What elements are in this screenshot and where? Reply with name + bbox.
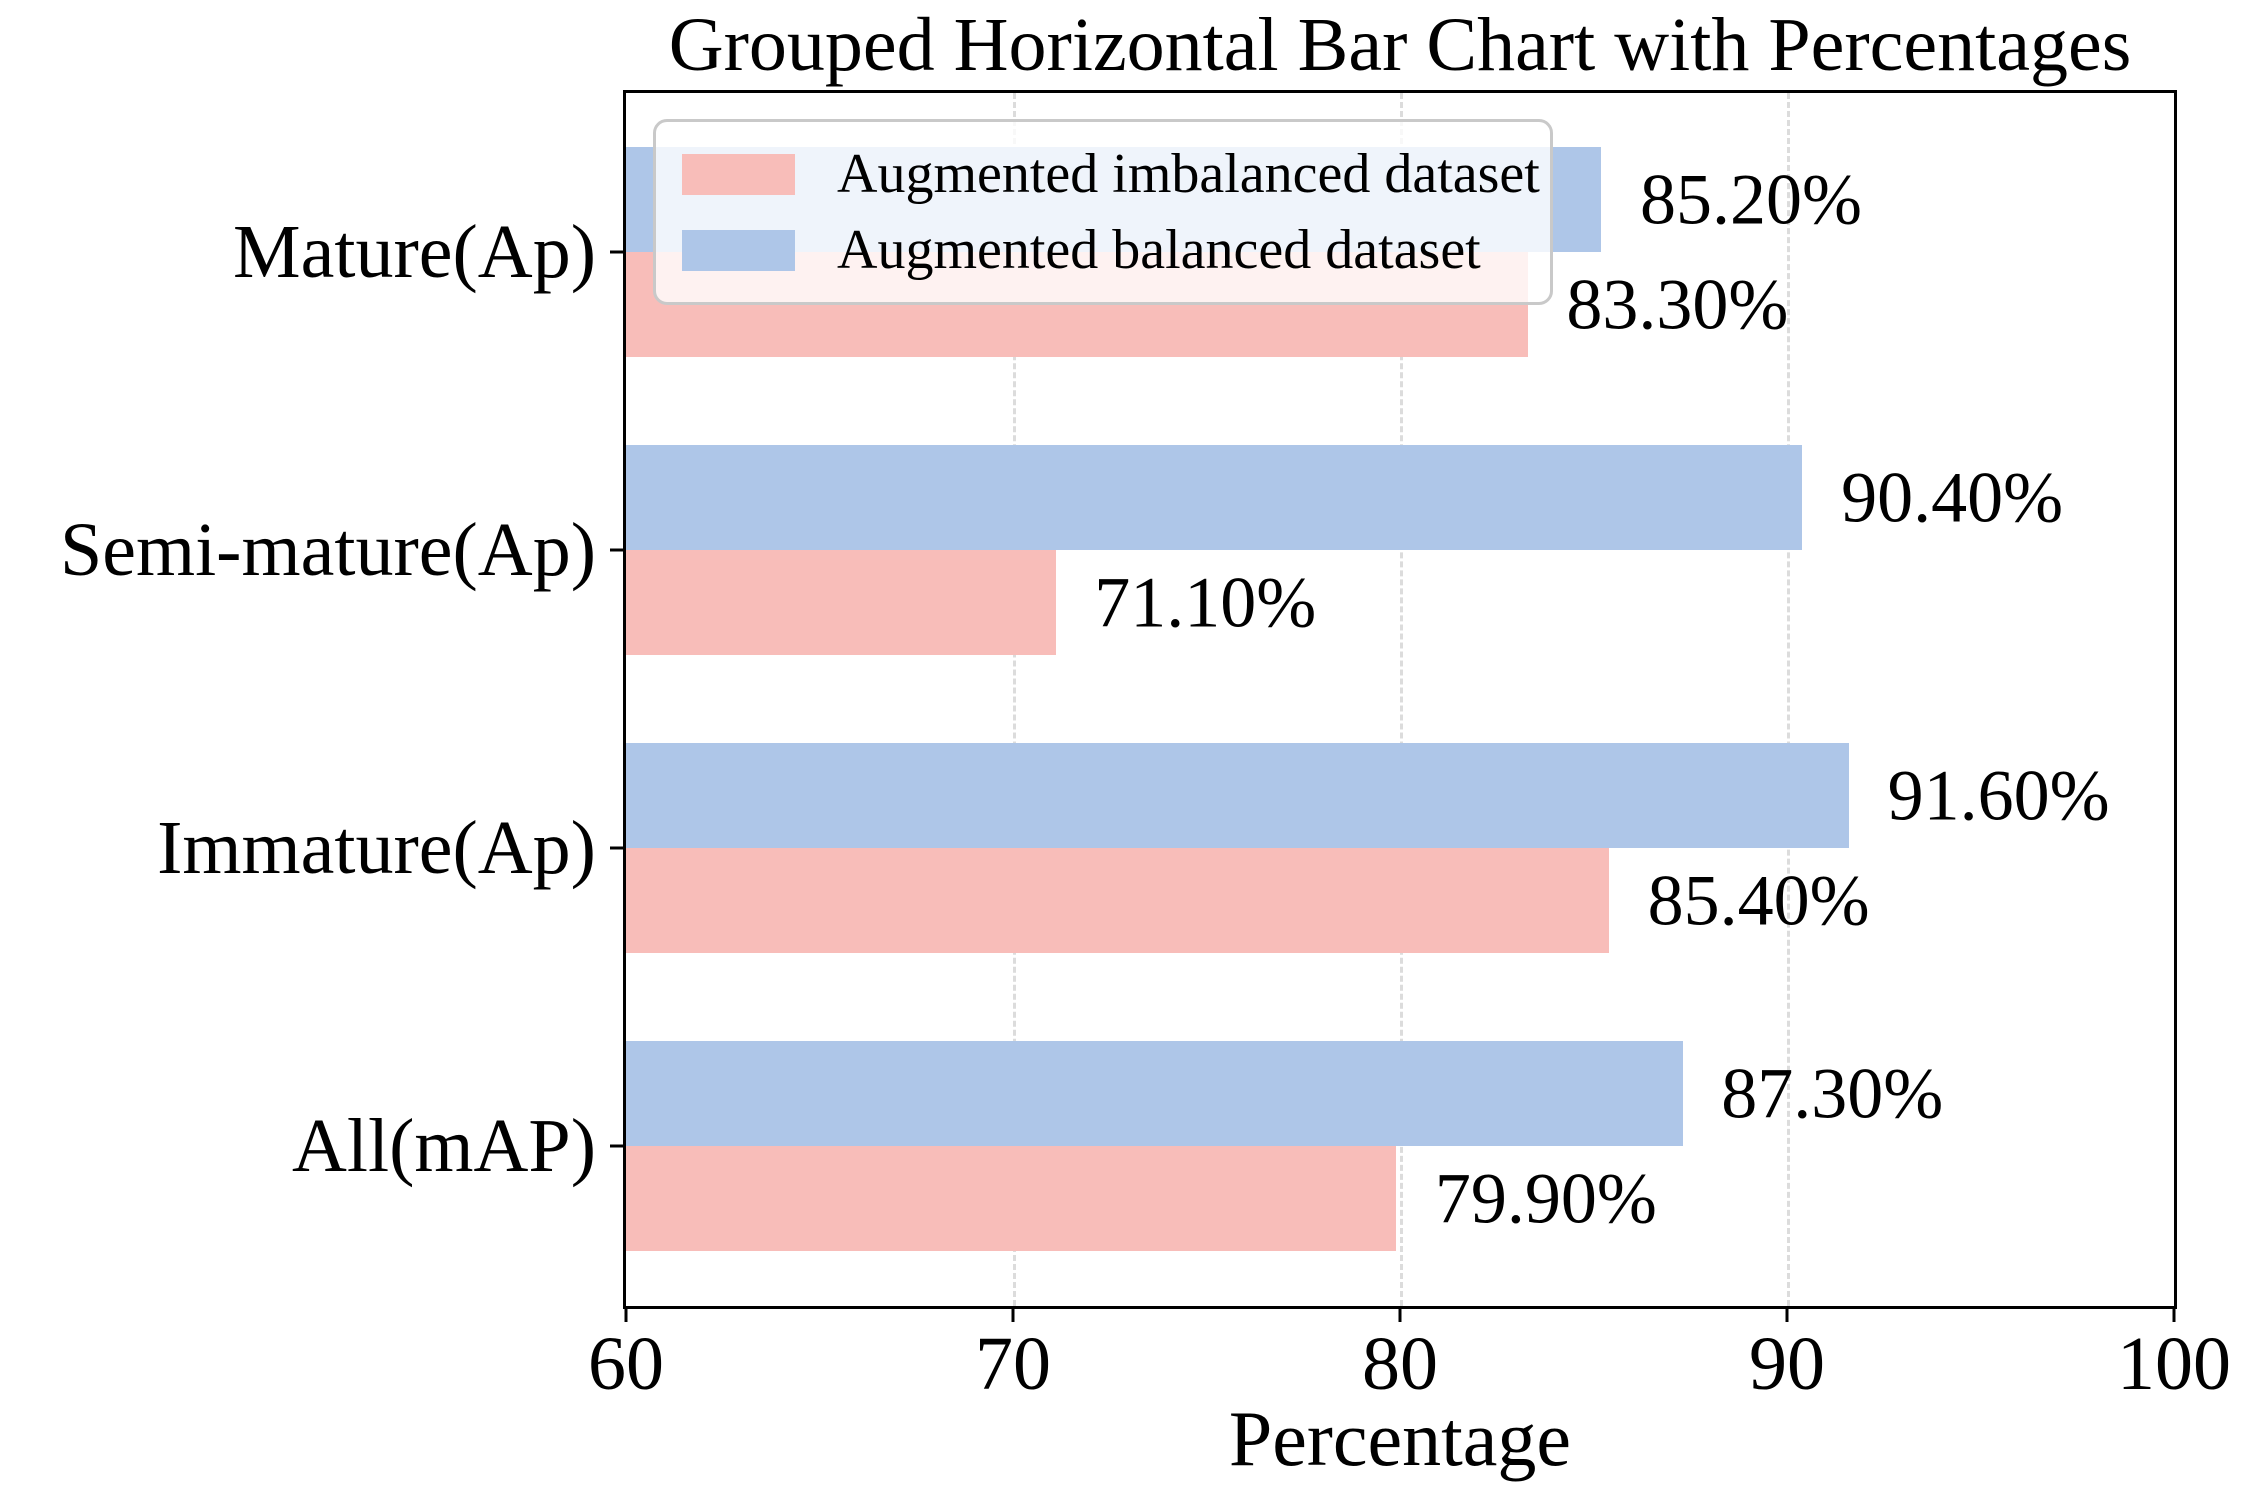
- gridline-70: [1013, 93, 1016, 1306]
- bar-augmented-imbalanced-dataset-immature-ap: [626, 848, 1609, 953]
- plot-area: 83.30% 85.20% 71.10% 90.40% 85.40% 91.60% 79.9…: [60, 90, 2231, 1402]
- value-label-augmented-balanced-dataset-all-map: 87.30%: [1721, 1053, 1944, 1133]
- value-label-augmented-balanced-dataset-semi-mature-ap: 90.40%: [1841, 457, 2064, 537]
- ytick-mark-all-map: [610, 1144, 626, 1148]
- legend-item-label: Augmented imbalanced dataset: [837, 143, 1540, 205]
- value-label-augmented-balanced-dataset-mature-ap: 85.20%: [1639, 159, 1862, 239]
- legend: Augmented imbalanced dataset Augmented b…: [653, 119, 1553, 305]
- xtick-mark-60: [624, 1306, 628, 1322]
- ytick-label-immature-ap: Immature(Ap): [157, 806, 596, 890]
- xtick-mark-80: [1398, 1306, 1402, 1322]
- bar-augmented-balanced-dataset-semi-mature-ap: [626, 445, 1803, 550]
- xtick-label-80: 80: [1362, 1322, 1438, 1406]
- ytick-label-mature-ap: Mature(Ap): [233, 210, 596, 294]
- legend-item-balanced: Augmented balanced dataset: [682, 212, 1524, 288]
- value-label-augmented-balanced-dataset-immature-ap: 91.60%: [1887, 755, 2110, 835]
- xtick-mark-70: [1011, 1306, 1015, 1322]
- value-label-augmented-imbalanced-dataset-all-map: 79.90%: [1434, 1158, 1657, 1238]
- bar-augmented-balanced-dataset-all-map: [626, 1041, 1683, 1146]
- xtick-label-70: 70: [975, 1322, 1051, 1406]
- value-label-augmented-imbalanced-dataset-immature-ap: 85.40%: [1647, 860, 1870, 940]
- ytick-mark-semi-mature-ap: [610, 548, 626, 552]
- ytick-mark-immature-ap: [610, 846, 626, 850]
- xtick-label-90: 90: [1749, 1322, 1825, 1406]
- xtick-mark-100: [2172, 1306, 2176, 1322]
- bar-augmented-imbalanced-dataset-semi-mature-ap: [626, 550, 1056, 655]
- bar-augmented-balanced-dataset-immature-ap: [626, 743, 1849, 848]
- value-label-augmented-imbalanced-dataset-semi-mature-ap: 71.10%: [1094, 562, 1317, 642]
- legend-item-imbalanced: Augmented imbalanced dataset: [682, 136, 1540, 212]
- legend-swatch-balanced: [682, 229, 795, 271]
- bar-augmented-imbalanced-dataset-all-map: [626, 1146, 1397, 1251]
- value-label-augmented-imbalanced-dataset-mature-ap: 83.30%: [1566, 264, 1789, 344]
- ytick-mark-mature-ap: [610, 250, 626, 254]
- ytick-label-semi-mature-ap: Semi-mature(Ap): [59, 508, 596, 592]
- legend-item-label: Augmented balanced dataset: [837, 219, 1481, 281]
- xtick-label-60: 60: [588, 1322, 664, 1406]
- gridline-80: [1400, 93, 1403, 1306]
- x-axis-label: Percentage: [1228, 1395, 1572, 1482]
- xtick-mark-90: [1785, 1306, 1789, 1322]
- legend-swatch-imbalanced: [682, 153, 795, 195]
- ytick-label-all-map: All(mAP): [292, 1104, 596, 1188]
- xtick-label-100: 100: [2117, 1322, 2231, 1406]
- gridline-90: [1787, 93, 1790, 1306]
- chart-title: Grouped Horizontal Bar Chart with Percen…: [668, 3, 2132, 87]
